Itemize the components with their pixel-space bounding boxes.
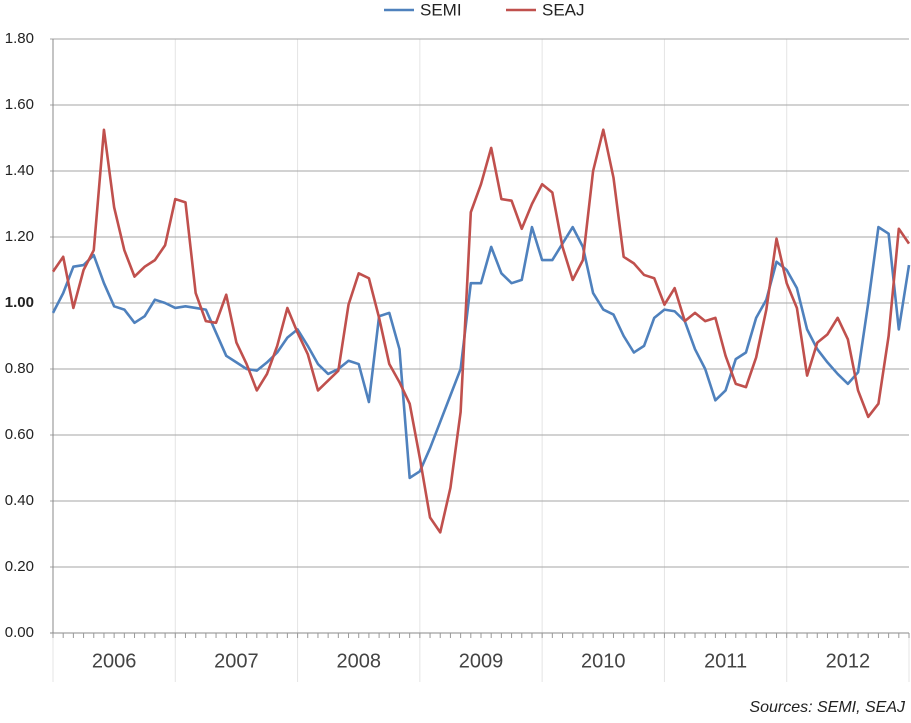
x-tick-label: 2012 xyxy=(826,650,871,672)
y-tick-label: 0.40 xyxy=(5,492,34,509)
x-tick-label: 2009 xyxy=(459,650,504,672)
x-tick-label: 2011 xyxy=(704,650,747,672)
y-tick-label: 0.00 xyxy=(5,624,34,641)
y-tick-label: 1.40 xyxy=(5,162,34,179)
y-tick-label: 1.20 xyxy=(5,228,34,245)
x-tick-label: 2008 xyxy=(336,650,381,672)
y-tick-label: 0.20 xyxy=(5,558,34,575)
legend-label: SEAJ xyxy=(542,0,585,19)
x-tick-label: 2010 xyxy=(581,650,626,672)
source-note: Sources: SEMI, SEAJ xyxy=(749,699,906,716)
y-tick-label: 0.80 xyxy=(5,360,34,377)
y-tick-label: 0.60 xyxy=(5,426,34,443)
series-line xyxy=(51,128,911,534)
y-tick-label: 1.00 xyxy=(5,294,34,311)
y-tick-label: 1.60 xyxy=(5,96,34,113)
y-tick-label: 1.80 xyxy=(5,30,34,47)
legend-label: SEMI xyxy=(420,0,462,19)
x-tick-label: 2006 xyxy=(92,650,137,672)
series-line xyxy=(51,225,911,480)
x-tick-label: 2007 xyxy=(214,650,259,672)
